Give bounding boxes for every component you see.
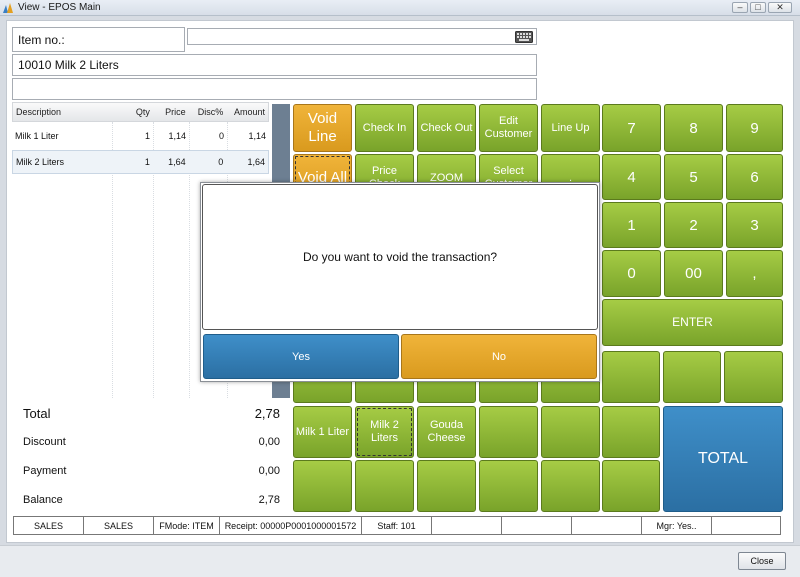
key-4[interactable]: 4	[602, 154, 661, 200]
title-bar: View - EPOS Main	[0, 0, 800, 16]
key-3[interactable]: 3	[726, 202, 783, 248]
bottom-bar	[0, 545, 800, 577]
key-00[interactable]: 00	[664, 250, 723, 297]
discount-label: Discount	[23, 436, 66, 448]
status-bar: SALES SALES FMode: ITEM Receipt: 00000P0…	[13, 516, 781, 536]
key-6[interactable]: 6	[726, 154, 783, 200]
status-empty	[501, 516, 572, 535]
item-no-input[interactable]	[187, 28, 537, 45]
empty-button[interactable]	[479, 406, 538, 458]
key-0[interactable]: 0	[602, 250, 661, 297]
balance-label: Balance	[23, 494, 63, 506]
table-row[interactable]: Milk 1 Liter 1 1,14 0 1,14	[15, 131, 266, 141]
gouda-cheese-button[interactable]: Gouda Cheese	[417, 406, 476, 458]
window-close-button[interactable]: ✕	[768, 2, 792, 13]
status-empty	[571, 516, 642, 535]
check-out-button[interactable]: Check Out	[417, 104, 476, 152]
line-up-button[interactable]: Line Up	[541, 104, 600, 152]
empty-button[interactable]	[293, 460, 352, 512]
balance-value: 2,78	[258, 494, 280, 506]
empty-button[interactable]	[417, 460, 476, 512]
discount-value: 0,00	[258, 436, 280, 448]
status-fmode: FMode: ITEM	[153, 516, 220, 535]
minimize-button[interactable]: –	[732, 2, 748, 13]
empty-button[interactable]	[602, 460, 660, 512]
dialog-message: Do you want to void the transaction?	[202, 184, 598, 330]
no-button[interactable]: No	[401, 334, 597, 379]
total-button[interactable]: TOTAL	[663, 406, 783, 512]
info-display	[12, 78, 537, 100]
col-disc: Disc%	[197, 107, 224, 117]
milk-1-liter-button[interactable]: Milk 1 Liter	[293, 406, 352, 458]
total-label: Total	[23, 406, 51, 421]
col-amount: Amount	[233, 107, 265, 117]
status-staff: Staff: 101	[361, 516, 432, 535]
window-title: View - EPOS Main	[18, 2, 101, 13]
keyboard-icon[interactable]	[515, 31, 533, 43]
yes-button[interactable]: Yes	[203, 334, 399, 379]
void-line-button[interactable]: Void Line	[293, 104, 352, 152]
status-receipt: Receipt: 00000P0001000001572	[219, 516, 362, 535]
empty-button[interactable]	[602, 406, 660, 458]
status-manager: Mgr: Yes..	[641, 516, 712, 535]
col-description: Description	[16, 107, 62, 117]
status-empty	[711, 516, 781, 535]
enter-button[interactable]: ENTER	[602, 299, 783, 346]
empty-button[interactable]	[479, 460, 538, 512]
table-body[interactable]: Milk 1 Liter 1 1,14 0 1,14 Milk 2 Liters…	[12, 122, 269, 398]
status-empty	[431, 516, 502, 535]
maximize-button[interactable]: □	[750, 2, 766, 13]
payment-value: 0,00	[258, 465, 280, 477]
check-in-button[interactable]: Check In	[355, 104, 414, 152]
key-8[interactable]: 8	[664, 104, 723, 152]
empty-button[interactable]	[724, 351, 783, 403]
key-9[interactable]: 9	[726, 104, 783, 152]
item-no-label: Item no.:	[12, 27, 185, 52]
edit-customer-button[interactable]: Edit Customer	[479, 104, 538, 152]
table-row-selected[interactable]: Milk 2 Liters 1 1,64 0 1,64	[12, 150, 269, 174]
key-2[interactable]: 2	[664, 202, 723, 248]
empty-button[interactable]	[541, 406, 600, 458]
key-5[interactable]: 5	[664, 154, 723, 200]
table-header: Description Qty Price Disc% Amount	[12, 102, 269, 122]
milk-2-liters-button[interactable]: Milk 2 Liters	[355, 406, 414, 458]
key-7[interactable]: 7	[602, 104, 661, 152]
status-mode-2: SALES	[83, 516, 154, 535]
col-price: Price	[165, 107, 186, 117]
key-comma[interactable]: ,	[726, 250, 783, 297]
close-button[interactable]: Close	[738, 552, 786, 570]
payment-label: Payment	[23, 465, 67, 477]
selected-item-display: 10010 Milk 2 Liters	[12, 54, 537, 76]
empty-button[interactable]	[541, 460, 600, 512]
status-mode: SALES	[13, 516, 84, 535]
app-icon	[3, 3, 13, 13]
empty-button[interactable]	[663, 351, 721, 403]
total-value: 2,78	[254, 406, 280, 421]
empty-button[interactable]	[355, 460, 414, 512]
empty-button[interactable]	[602, 351, 660, 403]
col-qty: Qty	[135, 107, 150, 117]
key-1[interactable]: 1	[602, 202, 661, 248]
